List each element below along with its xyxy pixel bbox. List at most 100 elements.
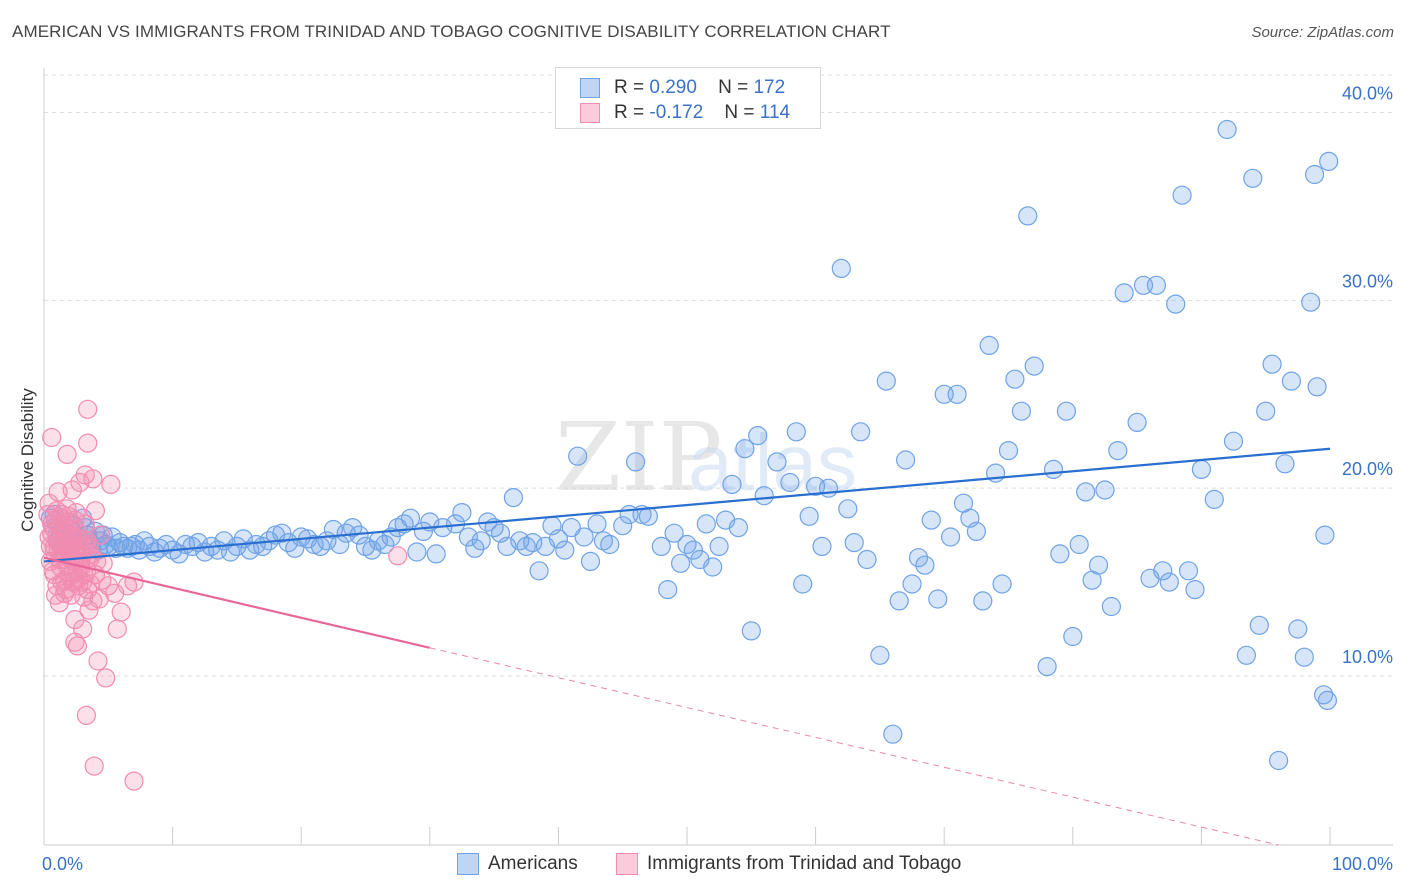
immigrants-points bbox=[38, 399, 408, 791]
americans-point bbox=[748, 426, 768, 446]
americans-point bbox=[876, 371, 896, 391]
americans-point bbox=[812, 536, 832, 557]
immigrants-point bbox=[45, 585, 66, 605]
americans-point bbox=[1050, 544, 1070, 564]
immigrants-point bbox=[88, 651, 108, 671]
americans-point bbox=[1294, 647, 1314, 667]
americans-point bbox=[928, 589, 948, 609]
legend-r-label: R = bbox=[614, 77, 645, 98]
americans-point bbox=[1185, 579, 1205, 600]
americans-point bbox=[548, 529, 569, 549]
legend-n-value: 172 bbox=[753, 77, 786, 98]
americans-point bbox=[1217, 119, 1237, 140]
immigrants-point bbox=[62, 534, 82, 555]
legend-n-label: N = bbox=[718, 77, 749, 98]
immigrants-point bbox=[96, 668, 116, 688]
americans-point bbox=[1204, 489, 1224, 509]
americans-point bbox=[786, 422, 806, 442]
americans-point bbox=[1076, 482, 1096, 502]
immigrants-point bbox=[65, 510, 85, 530]
americans-point bbox=[1108, 441, 1128, 461]
americans-point bbox=[818, 478, 839, 498]
y-tick-label: 20.0% bbox=[1342, 459, 1393, 479]
y-tick-label: 10.0% bbox=[1342, 647, 1393, 667]
americans-point bbox=[1315, 525, 1335, 545]
americans-point bbox=[1307, 377, 1327, 397]
legend-r-value: 0.290 bbox=[649, 77, 697, 98]
immigrants-point bbox=[78, 399, 98, 419]
bottom-legend-label-immigrants: Immigrants from Trinidad and Tobago bbox=[647, 853, 962, 874]
americans-point bbox=[1056, 401, 1077, 421]
bottom-legend-swatch-immigrants bbox=[616, 853, 638, 875]
immigrants-point bbox=[62, 572, 82, 592]
americans-point bbox=[722, 474, 742, 494]
americans-point bbox=[1301, 292, 1321, 312]
americans-point bbox=[940, 527, 961, 547]
americans-point bbox=[1319, 151, 1339, 171]
americans-point bbox=[458, 527, 478, 547]
americans-point bbox=[1101, 596, 1122, 617]
americans-point bbox=[1304, 164, 1325, 185]
americans-point bbox=[664, 523, 684, 543]
americans-point bbox=[465, 538, 485, 558]
immigrants-point bbox=[65, 632, 85, 652]
immigrants-point bbox=[124, 771, 144, 791]
americans-point bbox=[683, 540, 704, 560]
immigrants-point bbox=[107, 619, 127, 639]
immigrants-trend-line bbox=[43, 556, 431, 649]
americans-point bbox=[979, 335, 999, 355]
americans-point bbox=[735, 439, 755, 459]
americans-point bbox=[831, 258, 851, 278]
americans-point bbox=[1069, 534, 1089, 555]
americans-point bbox=[850, 422, 871, 442]
americans-point bbox=[838, 499, 858, 519]
x-tick-label-max: 100.0% bbox=[1332, 854, 1393, 874]
americans-point bbox=[966, 521, 987, 542]
americans-point bbox=[613, 516, 633, 536]
americans-point bbox=[568, 446, 588, 466]
immigrants-point bbox=[85, 501, 106, 521]
americans-point bbox=[129, 540, 149, 560]
immigrants-point bbox=[57, 499, 77, 519]
americans-point bbox=[1268, 750, 1289, 771]
americans-point bbox=[407, 542, 427, 562]
legend-n-label: N = bbox=[724, 102, 755, 123]
americans-point bbox=[1127, 412, 1147, 432]
immigrants-point bbox=[90, 525, 111, 545]
americans-point bbox=[625, 452, 646, 472]
americans-point bbox=[947, 384, 967, 404]
americans-point bbox=[638, 506, 659, 526]
americans-point bbox=[555, 540, 575, 560]
immigrants-point bbox=[111, 602, 131, 622]
americans-point bbox=[799, 506, 819, 526]
americans-point bbox=[921, 510, 941, 530]
americans-point bbox=[889, 591, 909, 611]
immigrants-trend-extension bbox=[429, 647, 1279, 846]
americans-point bbox=[1011, 401, 1032, 421]
y-tick-label: 30.0% bbox=[1342, 271, 1393, 291]
americans-point bbox=[1313, 685, 1334, 705]
americans-point bbox=[902, 574, 922, 594]
americans-point bbox=[793, 574, 813, 594]
americans-point bbox=[703, 557, 723, 577]
y-tick-label: 40.0% bbox=[1342, 84, 1393, 104]
americans-point bbox=[1005, 369, 1025, 389]
americans-point bbox=[767, 452, 787, 472]
americans-point bbox=[388, 517, 408, 538]
immigrants-point bbox=[39, 493, 59, 513]
legend-n-value: 114 bbox=[759, 102, 791, 123]
americans-point bbox=[1166, 294, 1186, 314]
x-tick-label-min: 0.0% bbox=[42, 854, 83, 874]
americans-point bbox=[593, 531, 614, 551]
immigrants-point bbox=[78, 579, 98, 600]
americans-point bbox=[375, 534, 395, 555]
americans-point bbox=[600, 534, 620, 555]
americans-point bbox=[709, 536, 729, 557]
americans-point bbox=[272, 523, 292, 543]
axes bbox=[43, 68, 1393, 846]
americans-point bbox=[503, 488, 524, 508]
immigrants-point bbox=[62, 480, 82, 500]
americans-point bbox=[1063, 626, 1083, 647]
immigrants-point bbox=[83, 469, 103, 489]
